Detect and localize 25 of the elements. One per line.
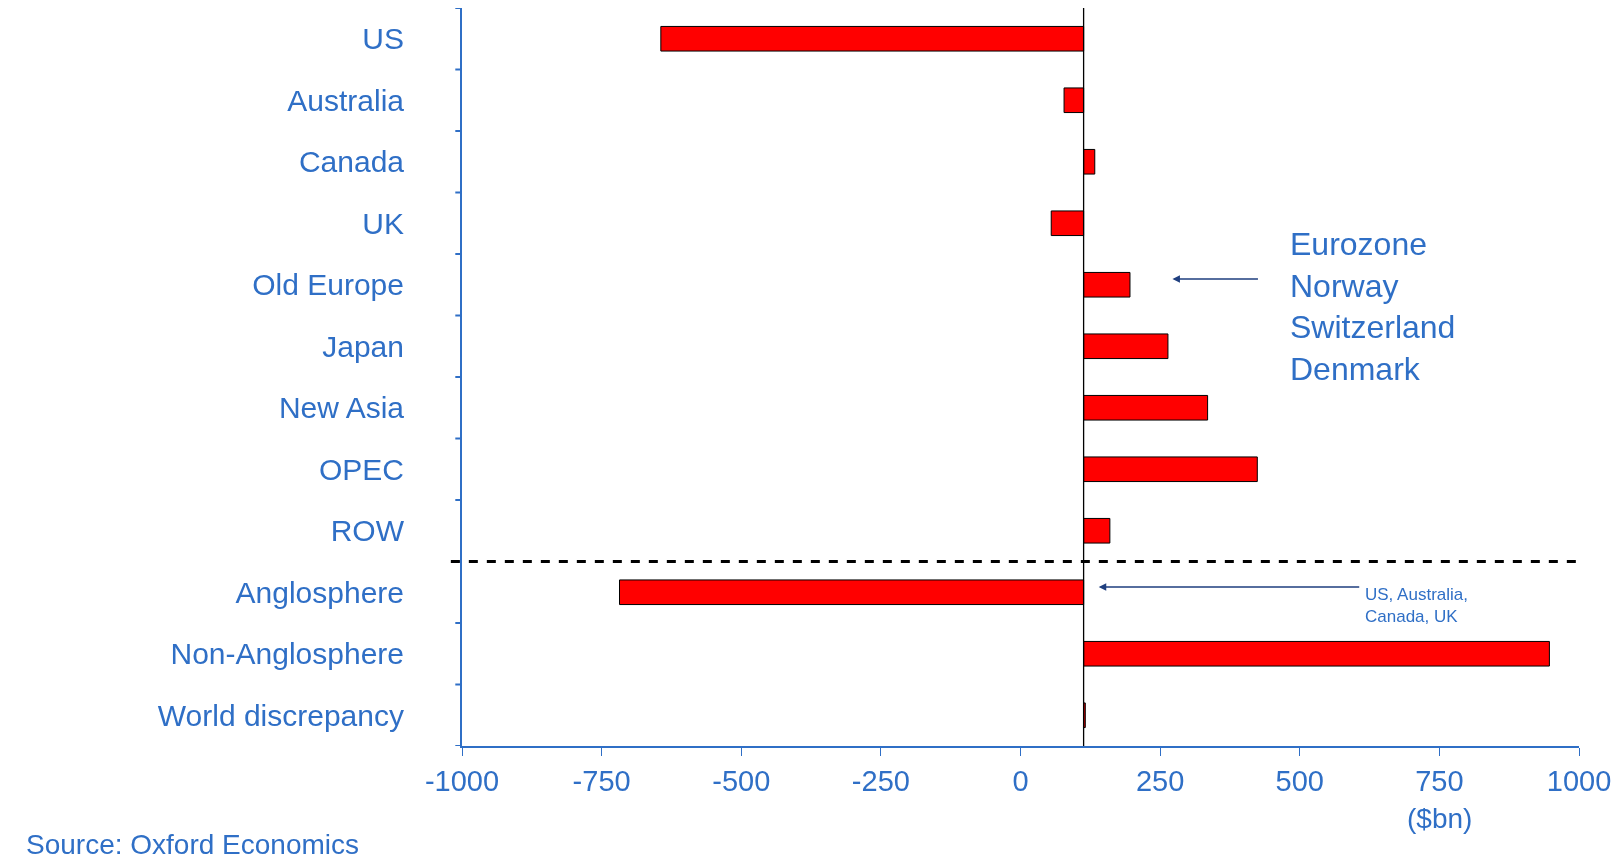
x-tick-label: -250 (851, 764, 910, 797)
y-tick-label: Australia (287, 83, 405, 117)
x-tick-label: -500 (712, 764, 771, 797)
x-axis-title: ($bn) (1407, 803, 1473, 834)
y-tick-label: World discrepancy (157, 698, 404, 732)
y-tick-label: US (362, 22, 404, 56)
y-tick-label: Non-Anglosphere (170, 637, 404, 671)
y-tick-label: Japan (322, 329, 404, 363)
y-tick-label: UK (362, 206, 404, 240)
x-tick-label: 500 (1275, 764, 1324, 797)
x-tick-label: -1000 (424, 764, 500, 797)
y-tick-label: New Asia (278, 391, 405, 425)
y-tick-label: ROW (330, 514, 405, 548)
annotation: Eurozone Norway Switzerland Denmark (1290, 226, 1456, 387)
x-tick-label: 0 (1012, 764, 1029, 797)
y-tick-label: Canada (298, 145, 405, 179)
annotation: US, Australia, Canada, UK (1365, 585, 1468, 627)
x-tick-label: 750 (1415, 764, 1464, 797)
x-tick-label: 1000 (1546, 764, 1612, 797)
y-tick-label: OPEC (318, 452, 404, 486)
source-note: Source: Oxford Economics (26, 829, 360, 858)
x-tick-label: 250 (1135, 764, 1185, 797)
y-tick-label: Old Europe (252, 268, 404, 302)
y-tick-label: Anglosphere (235, 575, 404, 609)
x-tick-label: -750 (572, 764, 631, 797)
